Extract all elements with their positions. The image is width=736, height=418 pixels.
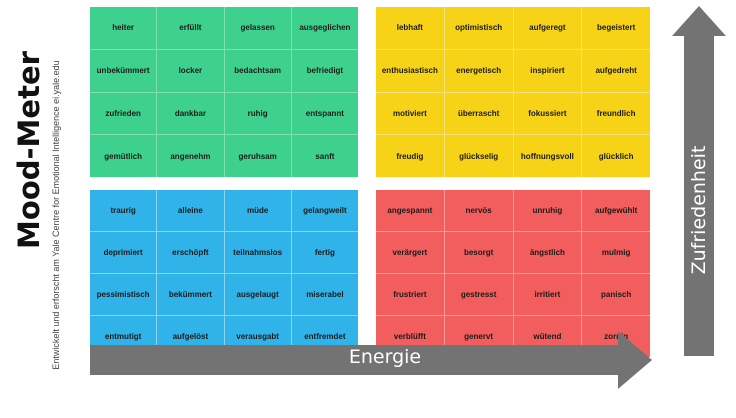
mood-cell: gemütlich bbox=[90, 135, 157, 177]
mood-cell: energetisch bbox=[444, 49, 513, 92]
mood-cell: alleine bbox=[157, 190, 224, 231]
mood-cell: ängstlich bbox=[513, 232, 582, 273]
mood-cell: verärgert bbox=[376, 232, 444, 273]
mood-cell: überrascht bbox=[444, 92, 513, 135]
mood-cell: freundlich bbox=[582, 92, 650, 135]
mood-cell: befriedigt bbox=[291, 49, 358, 92]
mood-cell: aufgedreht bbox=[582, 49, 650, 92]
mood-cell: aufgewühlt bbox=[582, 190, 650, 231]
mood-cell: glückselig bbox=[444, 135, 513, 177]
mood-cell: ausgeglichen bbox=[291, 7, 358, 49]
mood-cell: gelassen bbox=[224, 7, 291, 49]
mood-cell: aufgeregt bbox=[513, 7, 582, 49]
quadrant-yellow: lebhaft optimistisch aufgeregt begeistert en… bbox=[376, 7, 650, 177]
quadrant-red: angespannt nervös unruhig aufgewühlt verärge… bbox=[376, 190, 650, 357]
mood-cell: ausgelaugt bbox=[224, 274, 291, 315]
quadrant-green: heiter erfüllt gelassen ausgeglichen unbeküm… bbox=[90, 7, 358, 177]
mood-cell: gestresst bbox=[444, 274, 513, 315]
mood-cell: müde bbox=[224, 190, 291, 231]
mood-cell: entspannt bbox=[291, 92, 358, 135]
mood-cell: deprimiert bbox=[90, 232, 157, 273]
mood-cell: bedachtsam bbox=[224, 49, 291, 92]
subtitle-text: Entwickelt und erforscht am Yale Centre … bbox=[51, 60, 61, 370]
mood-cell: angespannt bbox=[376, 190, 444, 231]
mood-cell: gelangweilt bbox=[291, 190, 358, 231]
mood-cell: freudig bbox=[376, 135, 444, 177]
mood-cell: nervös bbox=[444, 190, 513, 231]
mood-cell: dankbar bbox=[157, 92, 224, 135]
mood-cell: locker bbox=[157, 49, 224, 92]
quadrant-blue: traurig alleine müde gelangweilt deprimiert e… bbox=[90, 190, 358, 357]
mood-cell: lebhaft bbox=[376, 7, 444, 49]
satisfaction-axis-label: Zufriedenheit bbox=[684, 70, 714, 350]
mood-cell: besorgt bbox=[444, 232, 513, 273]
satisfaction-arrow-icon bbox=[672, 6, 726, 356]
mood-cell: frustriert bbox=[376, 274, 444, 315]
mood-cell: erfüllt bbox=[157, 7, 224, 49]
mood-cell: unbekümmert bbox=[90, 49, 157, 92]
mood-cell: sanft bbox=[291, 135, 358, 177]
satisfaction-axis-text: Zufriedenheit bbox=[688, 145, 710, 275]
mood-cell: mulmig bbox=[582, 232, 650, 273]
mood-cell: traurig bbox=[90, 190, 157, 231]
title-text: Mood-Meter bbox=[12, 51, 46, 249]
energy-arrow-icon bbox=[90, 331, 652, 389]
mood-cell: pessimistisch bbox=[90, 274, 157, 315]
mood-cell: geruhsam bbox=[224, 135, 291, 177]
mood-cell: unruhig bbox=[513, 190, 582, 231]
energy-axis-label: Energie bbox=[348, 346, 422, 368]
mood-cell: angenehm bbox=[157, 135, 224, 177]
source-subtitle: Entwickelt und erforscht am Yale Centre … bbox=[48, 0, 64, 418]
mood-cell: motiviert bbox=[376, 92, 444, 135]
mood-cell: heiter bbox=[90, 7, 157, 49]
mood-cell: fertig bbox=[291, 232, 358, 273]
mood-cell: optimistisch bbox=[444, 7, 513, 49]
mood-cell: glücklich bbox=[582, 135, 650, 177]
mood-cell: fokussiert bbox=[513, 92, 582, 135]
mood-cell: teilnahmslos bbox=[224, 232, 291, 273]
mood-cell: begeistert bbox=[582, 7, 650, 49]
mood-cell: erschöpft bbox=[157, 232, 224, 273]
mood-cell: inspiriert bbox=[513, 49, 582, 92]
mood-cell: miserabel bbox=[291, 274, 358, 315]
mood-cell: panisch bbox=[582, 274, 650, 315]
mood-cell: bekümmert bbox=[157, 274, 224, 315]
mood-cell: zufrieden bbox=[90, 92, 157, 135]
mood-cell: enthusiastisch bbox=[376, 49, 444, 92]
mood-cell: ruhig bbox=[224, 92, 291, 135]
mood-cell: irritiert bbox=[513, 274, 582, 315]
mood-meter-title: Mood-Meter bbox=[12, 0, 46, 300]
mood-cell: hoffnungsvoll bbox=[513, 135, 582, 177]
